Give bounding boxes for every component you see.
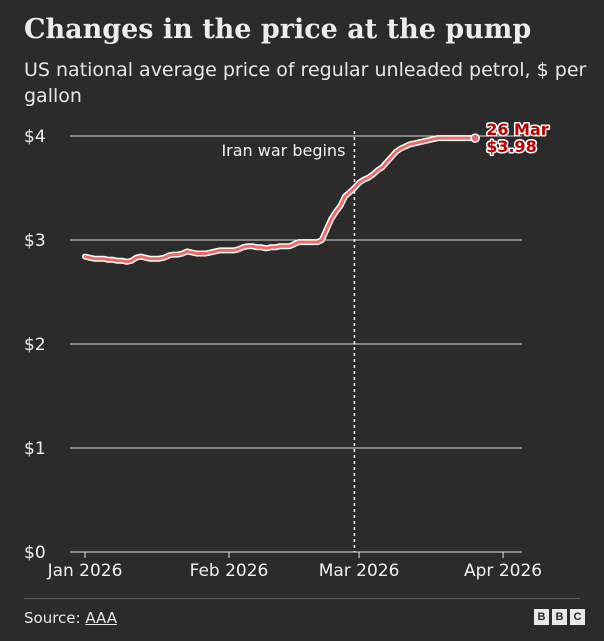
x-tick-label: Apr 2026 bbox=[464, 561, 542, 581]
last-data-point bbox=[470, 133, 480, 143]
y-tick-label: $3 bbox=[24, 231, 46, 251]
y-tick-label: $0 bbox=[24, 543, 46, 563]
x-tick-label: Jan 2026 bbox=[47, 561, 123, 581]
bbc-logo-letter: B bbox=[552, 609, 567, 625]
source-note: Source: AAA bbox=[24, 607, 117, 629]
y-tick-label: $1 bbox=[24, 439, 46, 459]
bbc-logo: B B C bbox=[534, 609, 585, 625]
bbc-logo-letter: C bbox=[570, 609, 585, 625]
series bbox=[82, 135, 479, 265]
x-tick-label: Feb 2026 bbox=[190, 561, 269, 581]
series-line bbox=[83, 136, 477, 264]
source-label: Source: bbox=[24, 609, 81, 627]
x-axis: Jan 2026 Feb 2026 Mar 2026 Apr 2026 bbox=[47, 552, 542, 581]
chart-subtitle: US national average price of regular unl… bbox=[24, 59, 587, 107]
gridlines: $0 $1 $2 $3 $4 bbox=[24, 127, 522, 563]
source-link[interactable]: AAA bbox=[85, 609, 117, 627]
bbc-logo-letter: B bbox=[534, 609, 549, 625]
x-tick-label: Mar 2026 bbox=[319, 561, 400, 581]
chart-title: Changes in the price at the pump bbox=[24, 14, 532, 45]
event-marker-label: Iran war begins bbox=[221, 141, 345, 160]
end-labels: 26 Mar$3.98 bbox=[470, 119, 550, 158]
footer-divider bbox=[24, 598, 580, 599]
y-tick-label: $4 bbox=[24, 127, 46, 147]
end-label-date: 26 Mar bbox=[486, 120, 549, 139]
end-label-value: $3.98 bbox=[486, 137, 537, 156]
annotations: Iran war begins bbox=[221, 131, 356, 552]
y-tick-label: $2 bbox=[24, 335, 46, 355]
